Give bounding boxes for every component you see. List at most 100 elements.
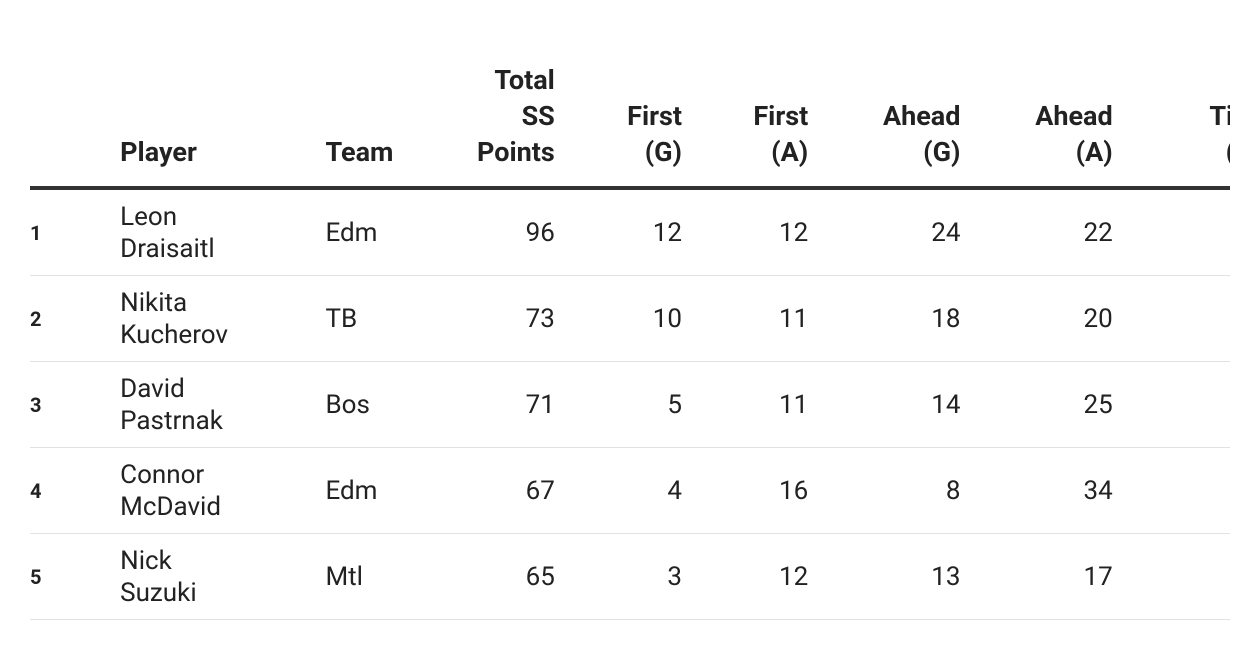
column-header-text: Ahead (G): [882, 100, 961, 168]
cell-text: 4: [30, 478, 42, 503]
table-row: 3 David Pastrnak Bos 71 5 11 14 256: [30, 361, 1230, 448]
cell-text: 17: [1083, 561, 1113, 592]
stat-cell: 67: [430, 447, 555, 534]
team-cell: TB: [325, 275, 431, 362]
table-row: 4 Connor McDavid Edm 67 4 16 8 345: [30, 447, 1230, 534]
cell-text: 71: [525, 389, 555, 420]
cell-text: David Pastrnak: [120, 373, 223, 436]
cell-text: Nick Suzuki: [120, 545, 197, 608]
cell-text: Leon Draisaitl: [120, 201, 215, 264]
team-cell: Edm: [325, 188, 431, 276]
stats-table: Player Team Total SS Points First (G) First …: [30, 62, 1230, 620]
stat-cell: 5: [554, 361, 683, 448]
team-cell: Edm: [325, 447, 431, 534]
cell-text: Nikita Kucherov: [120, 287, 228, 350]
cell-text: Mtl: [325, 561, 363, 592]
cell-text: Edm: [325, 217, 378, 248]
cell-text: 12: [778, 217, 809, 248]
column-header-text: Player: [120, 136, 197, 168]
rank-cell: 1: [30, 188, 121, 276]
cell-text: 67: [525, 475, 555, 506]
column-header-text: First (G): [627, 100, 683, 168]
column-header: First (A): [682, 62, 809, 190]
player-cell: Nikita Kucherov: [120, 275, 326, 362]
stat-cell: 8: [808, 447, 961, 534]
stat-cell: 6: [1112, 361, 1230, 448]
cell-text: 5: [30, 564, 42, 589]
cell-text: Edm: [325, 475, 378, 506]
cell-text: 11: [778, 303, 809, 334]
cell-text: 22: [1083, 217, 1113, 248]
column-header-text: Tied (G): [1209, 100, 1230, 168]
cell-text: 25: [1083, 389, 1113, 420]
stat-cell: 11: [682, 275, 809, 362]
column-header-text: Total SS Points: [477, 64, 555, 168]
stat-cell: 16: [682, 447, 809, 534]
stat-cell: 96: [430, 188, 555, 276]
cell-text: TB: [325, 303, 358, 334]
stat-cell: 65: [430, 533, 555, 620]
stat-cell: 6: [1112, 275, 1230, 362]
stat-cell: 3: [554, 533, 683, 620]
cell-text: 14: [931, 389, 961, 420]
stat-cell: 12: [682, 188, 809, 276]
cell-text: 13: [931, 561, 961, 592]
stat-cell: 10: [554, 275, 683, 362]
header-row: Player Team Total SS Points First (G) First …: [30, 62, 1230, 190]
cell-text: 18: [931, 303, 961, 334]
column-header: [30, 62, 121, 190]
cell-text: 11: [778, 389, 809, 420]
stat-cell: 18: [808, 275, 961, 362]
cell-text: 65: [525, 561, 555, 592]
column-header: Total SS Points: [430, 62, 555, 190]
stat-cell: 8: [1112, 533, 1230, 620]
player-cell: Nick Suzuki: [120, 533, 326, 620]
cell-text: Bos: [325, 389, 370, 420]
stat-cell: 12: [554, 188, 683, 276]
cell-text: 34: [1083, 475, 1113, 506]
team-cell: Mtl: [325, 533, 431, 620]
player-cell: David Pastrnak: [120, 361, 326, 448]
stat-cell: 24: [808, 188, 961, 276]
column-header: First (G): [554, 62, 683, 190]
table-row: 5 Nick Suzuki Mtl 65 3 12 13 178: [30, 533, 1230, 620]
stat-cell: 34: [960, 447, 1113, 534]
cell-text: 96: [525, 217, 555, 248]
player-cell: Leon Draisaitl: [120, 188, 326, 276]
cell-text: 1: [30, 220, 42, 245]
stat-cell: 5: [1112, 447, 1230, 534]
cell-text: 16: [778, 475, 809, 506]
column-header: Ahead (G): [808, 62, 961, 190]
cell-text: 2: [30, 306, 42, 331]
cell-text: 4: [667, 475, 683, 506]
cell-text: 12: [652, 217, 683, 248]
rank-cell: 3: [30, 361, 121, 448]
stat-cell: 17: [960, 533, 1113, 620]
cell-text: 3: [30, 392, 42, 417]
cell-text: Connor McDavid: [120, 459, 222, 522]
rank-cell: 2: [30, 275, 121, 362]
stat-cell: 9: [1112, 188, 1230, 276]
stat-cell: 73: [430, 275, 555, 362]
team-cell: Bos: [325, 361, 431, 448]
stat-cell: 12: [682, 533, 809, 620]
stat-cell: 20: [960, 275, 1113, 362]
table-row: 1 Leon Draisaitl Edm 96 12 12 24 229: [30, 188, 1230, 276]
rank-cell: 4: [30, 447, 121, 534]
cell-text: 20: [1083, 303, 1113, 334]
table-container: Player Team Total SS Points First (G) First …: [30, 62, 1230, 620]
column-header: Team: [325, 62, 431, 190]
cell-text: 12: [778, 561, 809, 592]
stat-cell: 14: [808, 361, 961, 448]
cell-text: 73: [525, 303, 555, 334]
cell-text: 10: [652, 303, 683, 334]
table-row: 2 Nikita Kucherov TB 73 10 11 18 206: [30, 275, 1230, 362]
stat-cell: 25: [960, 361, 1113, 448]
cell-text: 24: [931, 217, 961, 248]
table-body: 1 Leon Draisaitl Edm 96 12 12 24 229 2 Nikita Kuc…: [30, 188, 1230, 620]
stat-cell: 4: [554, 447, 683, 534]
cell-text: 3: [667, 561, 683, 592]
column-header: Tied (G): [1112, 62, 1230, 190]
stat-cell: 22: [960, 188, 1113, 276]
